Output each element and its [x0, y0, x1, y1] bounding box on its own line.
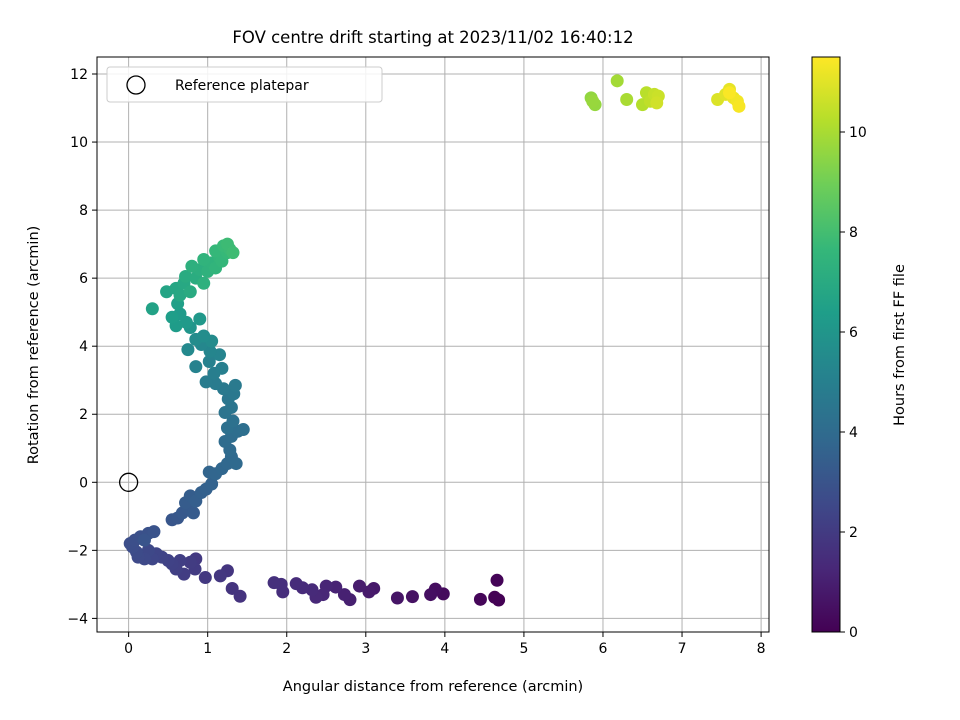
y-axis: −4 −2 0 2 4 6 8 10 12 [67, 67, 97, 627]
data-point [732, 99, 746, 113]
colorbar-ticks: 0 2 4 6 8 10 [840, 125, 867, 641]
data-point [390, 591, 404, 605]
legend-marker-icon [126, 75, 146, 95]
data-point [186, 506, 200, 520]
data-point [352, 579, 366, 593]
data-point [183, 285, 197, 299]
data-point [289, 577, 303, 591]
data-point [197, 329, 211, 343]
data-point [183, 555, 197, 569]
data-point [228, 378, 242, 392]
y-tick-label: 4 [79, 339, 88, 355]
data-point [620, 93, 634, 107]
plot-frame [96, 56, 770, 633]
x-tick-label: 3 [361, 641, 370, 657]
colorbar-tick-label: 10 [849, 125, 867, 141]
data-point [405, 590, 419, 604]
data-point [199, 375, 213, 389]
data-point [586, 94, 600, 108]
data-point [226, 246, 240, 260]
data-point [424, 588, 438, 602]
data-point [226, 414, 240, 428]
data-point [193, 312, 207, 326]
data-point [189, 360, 203, 374]
colorbar-tick-label: 4 [849, 425, 858, 441]
colorbar-tick-label: 8 [849, 225, 858, 241]
data-point [610, 74, 624, 88]
colorbar: 0 2 4 6 8 10 Hours from first FF file [811, 56, 908, 641]
data-point [179, 269, 193, 283]
data-point [215, 361, 229, 375]
legend-box [106, 66, 383, 103]
y-tick-label: 6 [79, 271, 88, 287]
legend-entry-reference: Reference platepar [175, 78, 309, 94]
colorbar-tick-label: 0 [849, 625, 858, 641]
colorbar-tick-label: 6 [849, 325, 858, 341]
x-tick-label: 6 [599, 641, 608, 657]
data-point [236, 423, 250, 437]
y-axis-label: Rotation from reference (arcmin) [26, 226, 42, 465]
data-point [225, 581, 239, 595]
data-point [473, 592, 487, 606]
x-tick-label: 8 [757, 641, 766, 657]
data-point [213, 569, 227, 583]
data-point [197, 276, 211, 290]
y-tick-label: 8 [79, 203, 88, 219]
y-tick-label: −2 [67, 543, 88, 559]
data-point [185, 259, 199, 273]
data-point [203, 344, 217, 358]
data-points [123, 74, 746, 607]
data-point [337, 588, 351, 602]
data-point [488, 590, 502, 604]
data-point [137, 533, 151, 547]
data-point [229, 457, 243, 471]
reference-platepar-marker [118, 472, 139, 492]
y-tick-label: −4 [67, 611, 88, 627]
data-point [490, 573, 504, 587]
data-point [145, 302, 159, 316]
colorbar-tick-label: 2 [849, 525, 858, 541]
x-axis-label: Angular distance from reference (arcmin) [283, 679, 583, 695]
data-point [198, 571, 212, 585]
chart-title: FOV centre drift starting at 2023/11/02 … [232, 28, 633, 47]
x-tick-label: 0 [124, 641, 133, 657]
x-tick-label: 7 [678, 641, 687, 657]
data-point [202, 355, 216, 369]
data-point [722, 86, 736, 100]
data-point [650, 96, 664, 110]
data-point [147, 525, 161, 539]
colorbar-gradient [811, 56, 841, 633]
data-point [233, 589, 247, 603]
grid-lines [97, 57, 769, 632]
x-tick-label: 4 [440, 641, 449, 657]
y-tick-label: 0 [79, 475, 88, 491]
x-tick-label: 1 [203, 641, 212, 657]
data-point [362, 585, 376, 599]
data-point [329, 580, 343, 594]
y-tick-label: 12 [70, 67, 88, 83]
data-point [181, 343, 195, 357]
data-point [173, 288, 187, 302]
y-tick-label: 2 [79, 407, 88, 423]
x-tick-label: 5 [519, 641, 528, 657]
data-point [197, 252, 211, 266]
data-point [205, 477, 219, 491]
plot-area [96, 56, 770, 633]
x-tick-label: 2 [282, 641, 291, 657]
colorbar-label: Hours from first FF file [892, 264, 908, 426]
data-point [267, 576, 281, 590]
data-point [165, 310, 179, 324]
y-tick-label: 10 [70, 135, 88, 151]
legend: Reference platepar [106, 66, 383, 103]
x-axis: 0 1 2 3 4 5 6 7 8 [124, 632, 766, 657]
